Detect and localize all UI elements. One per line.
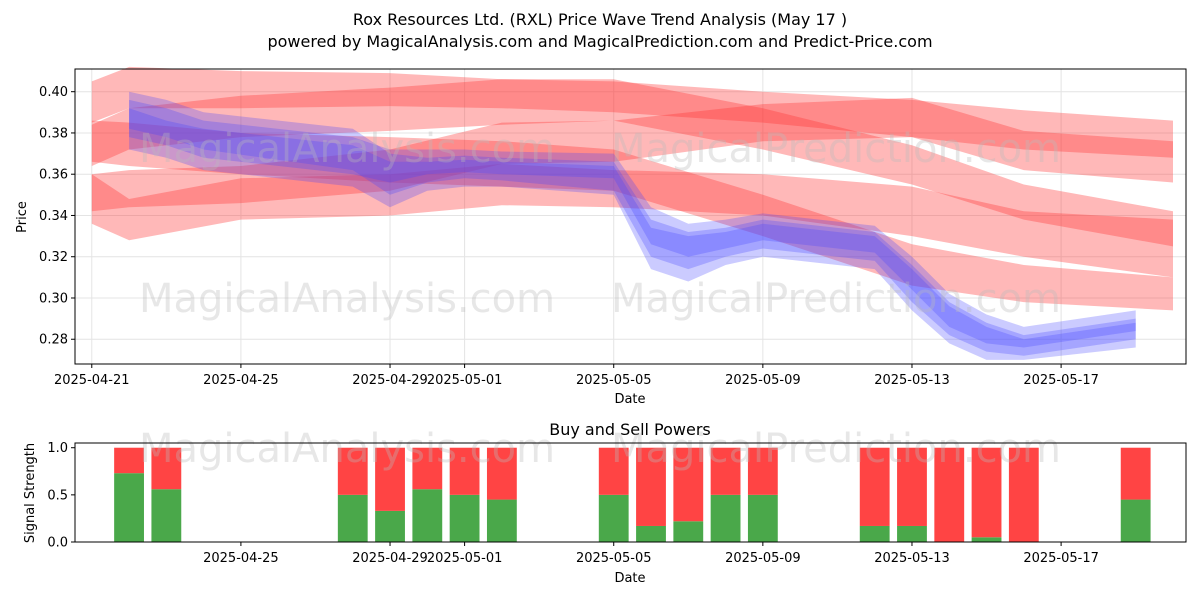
buy-bar xyxy=(486,499,517,542)
sell-bar xyxy=(897,447,927,526)
forecast-bands xyxy=(91,66,1173,311)
sell-bar xyxy=(486,447,517,500)
buy-bar xyxy=(636,525,666,542)
buy-bar xyxy=(337,494,368,542)
watermark-bottom-right: MagicalPrediction.com xyxy=(611,426,1061,472)
buy-bar xyxy=(897,525,927,542)
sell-bar xyxy=(449,447,480,495)
signal-x-tick-label: 2025-05-05 xyxy=(576,551,652,566)
price-y-tick-label: 0.34 xyxy=(39,209,68,224)
price-x-tick-label: 2025-04-29 xyxy=(352,373,428,388)
price-y-axis: 0.28 0.30 0.32 0.34 0.36 0.38 0.40 xyxy=(39,85,75,348)
buy-bar xyxy=(151,489,182,542)
signal-y-tick-label: 1.0 xyxy=(47,441,68,456)
sell-bar xyxy=(375,447,405,511)
signal-y-tick-label: 0.5 xyxy=(47,488,68,503)
buy-bar xyxy=(598,494,629,542)
forecast-band xyxy=(91,120,1173,311)
signal-chart-title: Buy and Sell Powers xyxy=(549,420,711,439)
buy-bar xyxy=(1120,499,1151,542)
buy-bar xyxy=(375,510,405,542)
sell-bar xyxy=(673,447,704,522)
watermark-top-left: MagicalAnalysis.com xyxy=(139,126,555,172)
price-y-tick-label: 0.40 xyxy=(39,85,68,100)
forecast-band xyxy=(91,66,1173,158)
signal-plot-frame xyxy=(74,442,1187,543)
watermark-bottom-left: MagicalAnalysis.com xyxy=(139,426,555,472)
figure-subtitle: powered by MagicalAnalysis.com and Magic… xyxy=(267,32,932,51)
signal-x-axis: 2025-04-25 2025-04-29 2025-05-01 2025-05-05… xyxy=(203,542,1099,566)
price-y-tick-label: 0.30 xyxy=(39,291,68,306)
historical-band xyxy=(129,91,1136,356)
signal-x-tick-label: 2025-05-13 xyxy=(874,551,950,566)
price-y-tick-label: 0.36 xyxy=(39,168,68,183)
signal-x-tick-label: 2025-05-17 xyxy=(1023,551,1099,566)
sell-bar xyxy=(598,447,629,495)
buy-bar xyxy=(449,494,480,542)
forecast-band xyxy=(91,163,1173,278)
watermark-top-right: MagicalPrediction.com xyxy=(611,126,1061,172)
buy-bar xyxy=(412,489,443,542)
buy-bar xyxy=(747,494,778,542)
sell-bar xyxy=(337,447,368,495)
price-grid xyxy=(75,69,1186,364)
price-x-tick-label: 2025-05-13 xyxy=(874,373,950,388)
forecast-band xyxy=(91,97,1173,212)
forecast-band xyxy=(91,79,1173,247)
price-x-tick-label: 2025-05-17 xyxy=(1023,373,1099,388)
historical-band xyxy=(129,99,1136,348)
sell-bar xyxy=(971,447,1002,538)
price-x-tick-label: 2025-04-21 xyxy=(54,373,130,388)
price-y-tick-label: 0.32 xyxy=(39,250,68,265)
sell-bar xyxy=(710,447,741,495)
price-y-tick-label: 0.28 xyxy=(39,333,68,348)
price-x-axis: 2025-04-21 2025-04-25 2025-04-29 2025-05-01… xyxy=(54,364,1099,388)
sell-bar xyxy=(412,447,443,490)
price-x-axis-label: Date xyxy=(614,392,645,407)
price-chart-panel: MagicalAnalysis.com MagicalPrediction.co… xyxy=(15,66,1187,407)
watermark-mid-right: MagicalPrediction.com xyxy=(611,276,1061,322)
signal-x-tick-label: 2025-05-09 xyxy=(725,551,801,566)
buy-bar xyxy=(673,521,704,542)
buy-bar xyxy=(971,537,1002,542)
signal-chart-panel: Buy and Sell Powers MagicalAnalysis.com … xyxy=(23,420,1187,586)
sell-bar xyxy=(859,447,890,526)
sell-bar xyxy=(934,447,965,542)
price-x-tick-label: 2025-04-25 xyxy=(203,373,279,388)
sell-bar xyxy=(1008,447,1039,542)
sell-bar xyxy=(747,447,778,495)
signal-y-axis-label: Signal Strength xyxy=(23,443,38,543)
sell-bar xyxy=(151,447,182,490)
price-x-tick-label: 2025-05-01 xyxy=(427,373,503,388)
signal-bars xyxy=(114,447,1151,542)
signal-x-tick-label: 2025-05-01 xyxy=(427,551,503,566)
buy-bar xyxy=(859,525,890,542)
signal-y-axis: 0.0 0.5 1.0 xyxy=(47,441,75,551)
price-plot-frame xyxy=(74,68,1187,365)
historical-band xyxy=(129,108,1136,360)
price-x-tick-label: 2025-05-09 xyxy=(725,373,801,388)
buy-bar xyxy=(710,494,741,542)
figure-title: Rox Resources Ltd. (RXL) Price Wave Tren… xyxy=(353,10,847,29)
historical-bands xyxy=(129,91,1136,360)
sell-bar xyxy=(1120,447,1151,500)
price-y-axis-label: Price xyxy=(15,201,30,233)
signal-x-tick-label: 2025-04-29 xyxy=(352,551,428,566)
sell-bar xyxy=(636,447,666,526)
price-x-tick-label: 2025-05-05 xyxy=(576,373,652,388)
price-y-tick-label: 0.38 xyxy=(39,126,68,141)
signal-y-tick-label: 0.0 xyxy=(47,536,68,551)
buy-bar xyxy=(114,473,144,542)
sell-bar xyxy=(114,447,144,474)
signal-x-tick-label: 2025-04-25 xyxy=(203,551,279,566)
signal-x-axis-label: Date xyxy=(614,571,645,586)
watermark-mid-left: MagicalAnalysis.com xyxy=(139,276,555,322)
